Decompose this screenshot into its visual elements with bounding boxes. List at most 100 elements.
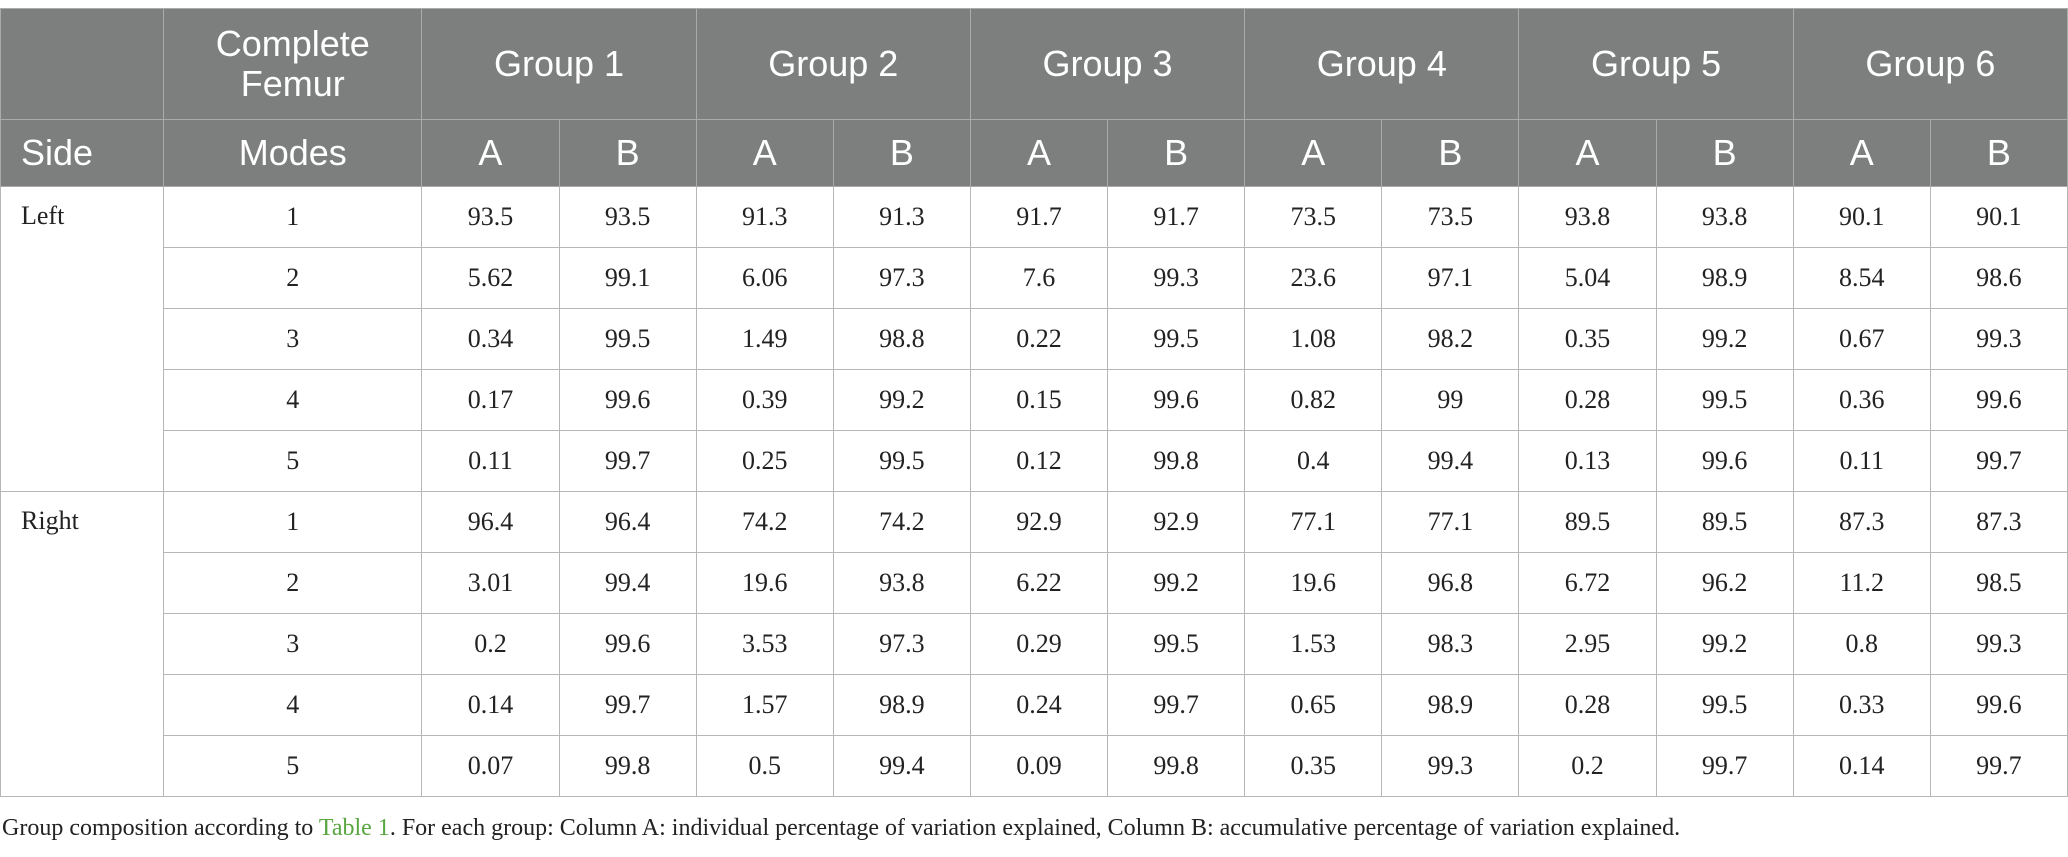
value-cell-b: 99.5 [1107,613,1246,675]
header-group-4: Group 4 [1244,8,1520,120]
value-cell-b: 99.4 [558,552,697,614]
value-cell-a: 0.4 [1244,430,1383,492]
value-cell-a: 1.57 [695,674,834,736]
table-row: Right 1 96.4 96.4 74.2 74.2 92.9 92.9 77.1 77.1 89… [0,491,2068,797]
header-group-5: Group 5 [1518,8,1794,120]
mode-cell: 2 [163,552,423,614]
value-cell-a: 0.39 [695,369,834,431]
value-cell-a: 0.67 [1792,308,1931,370]
value-cell-a: 87.3 [1792,491,1931,553]
value-cell-b: 99.6 [1929,674,2068,736]
value-cell-a: 0.29 [969,613,1109,675]
value-cell-b: 99.6 [1655,430,1794,492]
header-group-3: Group 3 [969,8,1246,120]
value-cell-b: 99.2 [1107,552,1246,614]
value-cell-a: 6.06 [695,247,834,309]
value-cell-a: 5.04 [1518,247,1657,309]
table-row: 5 0.07 99.8 0.5 99.4 0.09 99.8 0.35 99.3 0.2 99.7 0… [1,735,2068,797]
value-cell-b: 98.3 [1381,613,1520,675]
value-cell-a: 77.1 [1244,491,1383,553]
value-cell-a: 0.22 [969,308,1109,370]
value-cell-a: 0.14 [421,674,560,736]
header-col-a: A [1518,119,1657,187]
table-row: 4 0.17 99.6 0.39 99.2 0.15 99.6 0.82 99 0.28 99.5 0… [1,369,2068,431]
value-cell-b: 99.8 [558,735,697,797]
value-cell-a: 6.72 [1518,552,1657,614]
table-row: Left 1 93.5 93.5 91.3 91.3 91.7 91.7 73.5 73.5 93.… [0,186,2068,492]
header-side: Side [0,119,165,187]
value-cell-a: 0.65 [1244,674,1383,736]
header-row-columns: Side Modes A B A B A B A B A B A B [0,119,2068,187]
value-cell-a: 3.53 [695,613,834,675]
value-cell-b: 96.8 [1381,552,1520,614]
header-col-b: B [832,119,971,187]
value-cell-a: 0.82 [1244,369,1383,431]
value-cell-b: 98.2 [1381,308,1520,370]
header-col-b: B [558,119,697,187]
value-cell-b: 91.3 [832,186,971,248]
value-cell-a: 92.9 [969,491,1109,553]
table-1-link[interactable]: Table 1 [318,815,390,841]
value-cell-a: 96.4 [421,491,560,553]
value-cell-b: 93.5 [558,186,697,248]
value-cell-a: 1.08 [1244,308,1383,370]
value-cell-a: 11.2 [1792,552,1931,614]
value-cell-b: 98.9 [832,674,971,736]
value-cell-b: 77.1 [1381,491,1520,553]
value-cell-b: 98.6 [1929,247,2068,309]
value-cell-b: 74.2 [832,491,971,553]
value-cell-b: 99.3 [1107,247,1246,309]
value-cell-b: 97.1 [1381,247,1520,309]
header-col-b: B [1655,119,1794,187]
table-row: 2 5.62 99.1 6.06 97.3 7.6 99.3 23.6 97.1 5.04 98.9… [1,247,2068,309]
value-cell-b: 99.6 [558,369,697,431]
header-col-a: A [1244,119,1383,187]
header-col-a: A [421,119,560,187]
header-col-a: A [969,119,1109,187]
value-cell-a: 0.2 [421,613,560,675]
value-cell-b: 99.6 [1107,369,1246,431]
value-cell-a: 91.7 [969,186,1109,248]
value-cell-b: 96.2 [1655,552,1794,614]
value-cell-a: 0.28 [1518,369,1657,431]
header-col-a: A [695,119,834,187]
mode-cell: 4 [163,369,423,431]
value-cell-b: 98.8 [832,308,971,370]
table-footnote: Group composition according to Table 1. … [2,815,2062,842]
table-row: 3 0.2 99.6 3.53 97.3 0.29 99.5 1.53 98.3 2.95 99.2… [1,613,2068,675]
mode-cell: 1 [163,186,423,248]
value-cell-a: 2.95 [1518,613,1657,675]
header-row-groups: Complete Femur Group 1 Group 2 Group 3 G… [0,8,2068,120]
value-cell-a: 0.11 [421,430,560,492]
value-cell-a: 1.53 [1244,613,1383,675]
value-cell-b: 99.2 [832,369,971,431]
value-cell-a: 0.36 [1792,369,1931,431]
value-cell-b: 99.5 [558,308,697,370]
header-group-6: Group 6 [1792,8,2068,120]
value-cell-b: 99 [1381,369,1520,431]
value-cell-b: 91.7 [1107,186,1246,248]
value-cell-b: 93.8 [1655,186,1794,248]
side-cell: Left [0,186,165,492]
value-cell-a: 73.5 [1244,186,1383,248]
value-cell-a: 6.22 [969,552,1109,614]
value-cell-b: 98.9 [1655,247,1794,309]
mode-cell: 5 [163,430,423,492]
value-cell-b: 99.7 [558,430,697,492]
value-cell-b: 97.3 [832,247,971,309]
value-cell-a: 0.07 [421,735,560,797]
header-col-b: B [1107,119,1246,187]
value-cell-b: 93.8 [832,552,971,614]
value-cell-b: 99.2 [1655,613,1794,675]
value-cell-b: 99.5 [832,430,971,492]
value-cell-b: 99.8 [1107,735,1246,797]
value-cell-a: 23.6 [1244,247,1383,309]
value-cell-b: 73.5 [1381,186,1520,248]
value-cell-a: 93.8 [1518,186,1657,248]
value-cell-a: 74.2 [695,491,834,553]
value-cell-b: 99.6 [1929,369,2068,431]
value-cell-b: 99.7 [558,674,697,736]
footnote-prefix: Group composition according to [2,815,319,841]
value-cell-a: 0.2 [1518,735,1657,797]
value-cell-a: 0.5 [695,735,834,797]
